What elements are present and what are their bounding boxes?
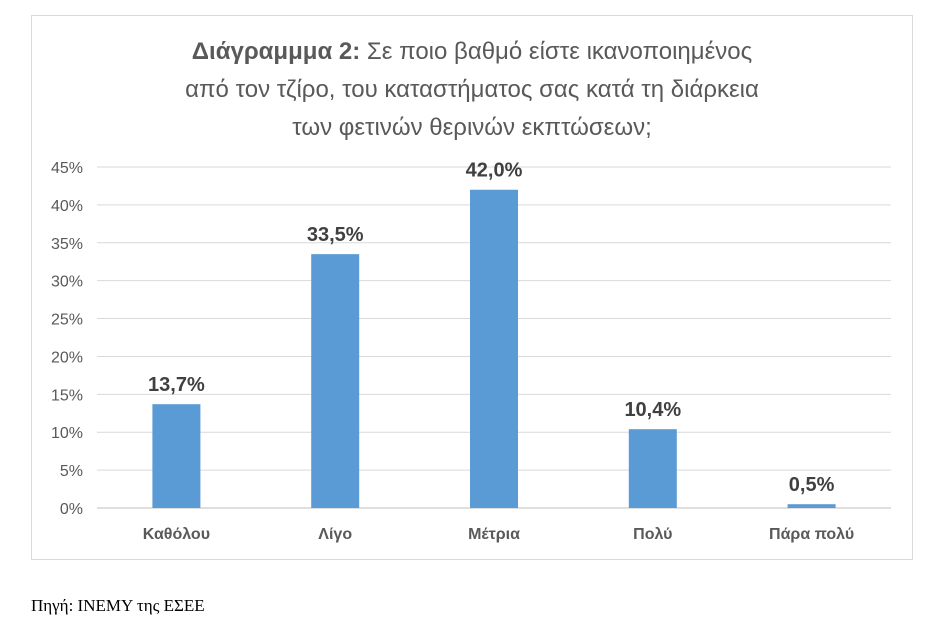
category-label: Πολύ <box>633 526 672 543</box>
bar <box>470 189 518 508</box>
category-label: Λίγο <box>318 526 352 543</box>
category-label: Πάρα πολύ <box>769 526 854 543</box>
y-tick-label: 25% <box>51 312 83 329</box>
y-tick-label: 15% <box>51 387 83 404</box>
data-label: 13,7% <box>148 374 205 396</box>
chart-title-line-2: από τον τζίρο, του καταστήματος σας κατά… <box>185 76 759 103</box>
data-label: 33,5% <box>307 224 364 246</box>
y-tick-label: 5% <box>60 463 83 480</box>
y-tick-label: 30% <box>51 274 83 291</box>
bar <box>628 429 677 508</box>
data-label: 0,5% <box>789 474 835 496</box>
chart-title-text: Σε ποιο βαθμό είστε ικανοποιημένος <box>366 38 753 65</box>
y-tick-label: 0% <box>60 501 83 518</box>
category-label: Μέτρια <box>468 526 520 543</box>
chart-title-line-3: των φετινών θερινών εκπτώσεων; <box>292 114 652 141</box>
data-label: 42,0% <box>466 160 523 182</box>
y-tick-label: 40% <box>51 198 83 215</box>
bar <box>787 504 836 508</box>
chart-title: Διάγραμμμα 2: Σε ποιο βαθμό είστε ικανοπ… <box>31 33 913 147</box>
y-tick-label: 10% <box>51 425 83 442</box>
bar <box>152 404 201 508</box>
chart-title-bold: Διάγραμμμα 2: <box>191 38 361 65</box>
y-tick-label: 45% <box>51 160 83 177</box>
data-label: 10,4% <box>624 399 681 421</box>
source-note: Πηγή: ΙΝΕΜΥ της ΕΣΕΕ <box>31 596 205 615</box>
bar <box>311 254 360 508</box>
y-tick-label: 20% <box>51 349 83 366</box>
y-tick-label: 35% <box>51 236 83 253</box>
category-label: Καθόλου <box>143 526 210 543</box>
chart-title-line-1: Διάγραμμμα 2: Σε ποιο βαθμό είστε ικανοπ… <box>31 33 913 71</box>
